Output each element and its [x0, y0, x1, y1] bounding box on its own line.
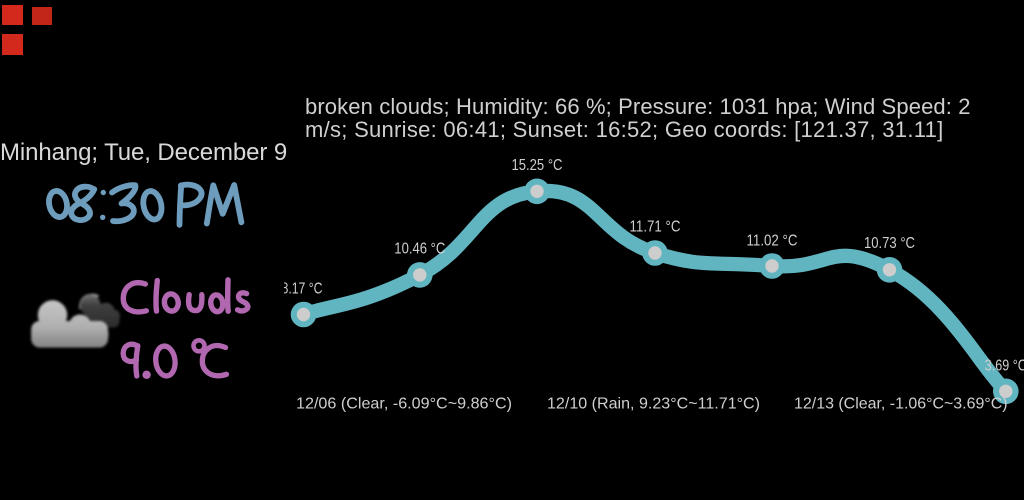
- svg-text:11.71 °C: 11.71 °C: [630, 219, 681, 236]
- svg-text:11.02 °C: 11.02 °C: [747, 233, 798, 250]
- svg-text:15.25 °C: 15.25 °C: [512, 157, 563, 174]
- svg-text:10.73 °C: 10.73 °C: [864, 235, 915, 252]
- svg-text:12/06 (Clear, -6.09°C~9.86°C): 12/06 (Clear, -6.09°C~9.86°C): [296, 395, 512, 412]
- svg-text:8.17 °C: 8.17 °C: [284, 280, 323, 297]
- svg-text:3.69 °C: 3.69 °C: [985, 357, 1024, 374]
- svg-text:12/13 (Clear, -1.06°C~3.69°C): 12/13 (Clear, -1.06°C~3.69°C): [794, 395, 1008, 412]
- svg-text:12/10 (Rain, 9.23°C~11.71°C): 12/10 (Rain, 9.23°C~11.71°C): [547, 395, 760, 412]
- svg-text:10.46 °C: 10.46 °C: [394, 241, 445, 258]
